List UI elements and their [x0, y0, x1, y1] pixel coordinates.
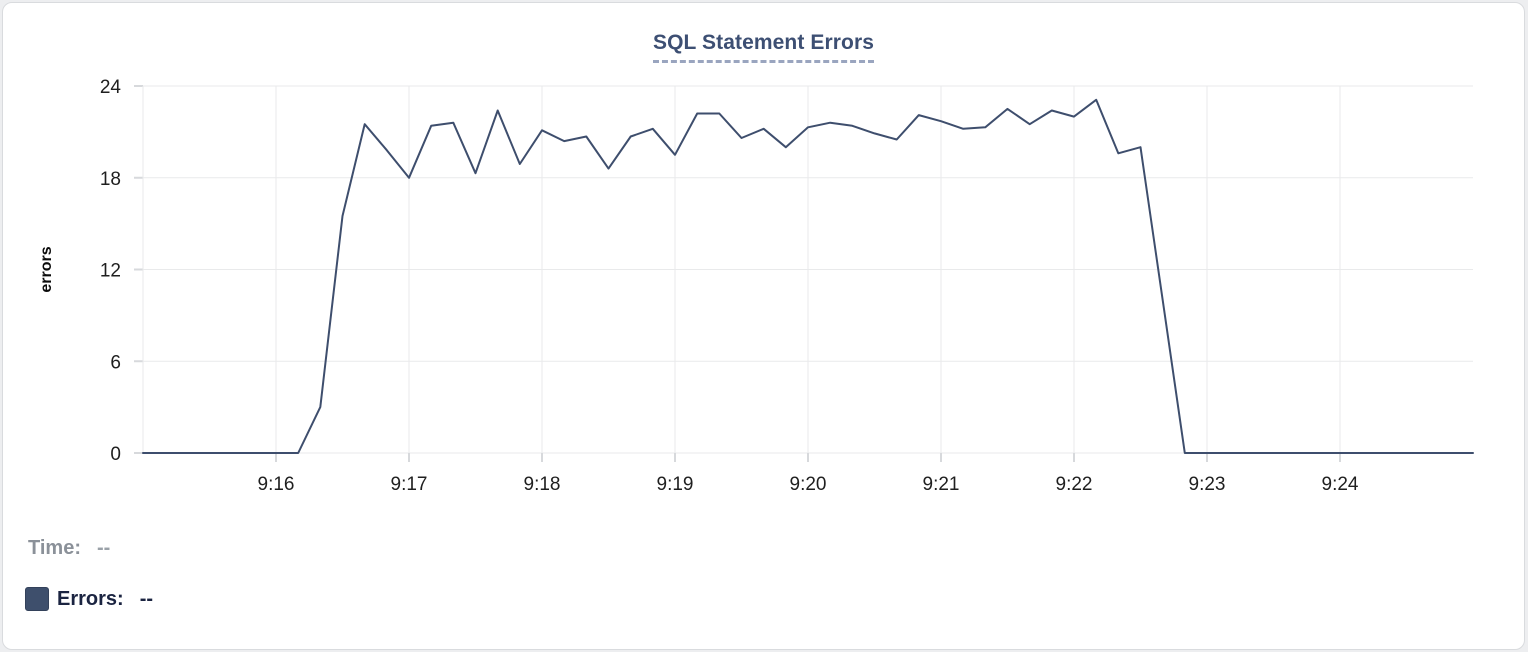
y-tick-label: 24	[100, 77, 122, 98]
time-readout-row: Time: --	[3, 537, 110, 560]
x-tick-label: 9:16	[258, 474, 295, 495]
x-tick-label: 9:18	[524, 474, 561, 495]
x-tick-label: 9:23	[1189, 474, 1226, 495]
y-tick-label: 0	[110, 444, 121, 465]
errors-line-chart[interactable]: 0 6 12 18 24 9:16 9:17 9:18 9:19 9:20 9:21 9:22 9:23…	[3, 3, 1525, 508]
y-tick-label: 12	[100, 261, 121, 282]
errors-readout-value: --	[139, 587, 154, 610]
errors-readout-row: Errors: --	[3, 587, 153, 611]
y-tick-label: 18	[100, 169, 121, 190]
x-tick-label: 9:22	[1056, 474, 1093, 495]
y-axis-title: errors	[38, 246, 55, 292]
chart-header: SQL Statement Errors	[3, 31, 1524, 63]
x-tick-label: 9:24	[1322, 474, 1359, 495]
errors-series-swatch-icon	[25, 587, 49, 611]
y-tick-label: 6	[110, 352, 121, 373]
x-tick-label: 9:19	[657, 474, 694, 495]
x-tick-label: 9:17	[391, 474, 428, 495]
chart-title-link[interactable]: SQL Statement Errors	[652, 31, 874, 63]
time-readout-value: --	[96, 537, 111, 559]
errors-series-line[interactable]	[142, 98, 1474, 454]
time-readout-label: Time:	[28, 537, 81, 559]
errors-readout-label: Errors:	[57, 587, 124, 610]
x-tick-label: 9:21	[923, 474, 960, 495]
x-tick-label: 9:20	[790, 474, 827, 495]
